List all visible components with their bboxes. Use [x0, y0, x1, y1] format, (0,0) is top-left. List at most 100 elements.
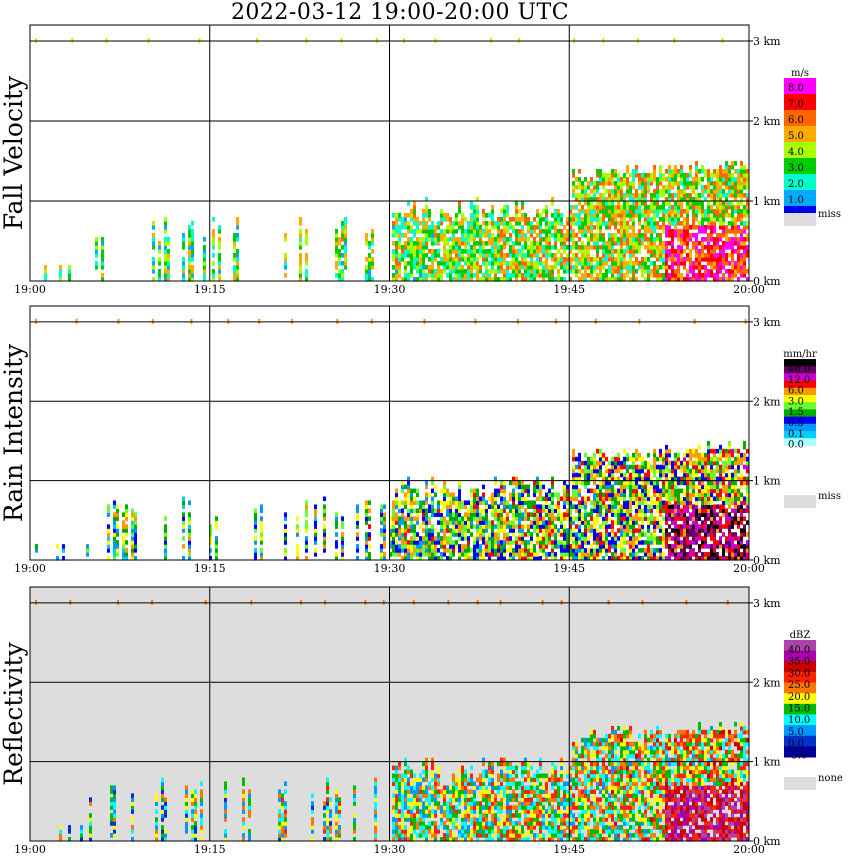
colorbar-label: 1.5 [788, 407, 804, 418]
colorbar-swatch [784, 640, 816, 652]
colorbar-label: 8.0 [788, 83, 804, 94]
colorbar-swatch [784, 682, 816, 694]
colorbar-swatch [784, 373, 816, 382]
x-tick-label: 19:45 [553, 562, 585, 575]
colorbar-label: 5.0 [788, 727, 804, 738]
colorbar-swatch [784, 423, 816, 432]
colorbar-label: 40.0 [788, 645, 810, 656]
colorbar-swatch [784, 725, 816, 737]
y-axis-label: Reflectivity [0, 641, 28, 785]
colorbar-label: 6.0 [788, 386, 804, 397]
x-tick-label: 19:30 [374, 562, 406, 575]
colorbar-label: 0.0 [788, 739, 804, 750]
colorbar-label: 2.0 [788, 179, 804, 190]
colorbar-label: -5.0 [788, 750, 807, 761]
x-tick-label: 19:00 [14, 843, 46, 856]
colorbar-label: 0.5 [788, 418, 804, 429]
colorbar-label: 5.0 [788, 131, 804, 142]
y-tick-label: 2 km [753, 676, 781, 689]
colorbar-swatch [784, 142, 816, 159]
colorbar-swatch [784, 735, 816, 747]
y-tick-label: 3 km [753, 316, 781, 329]
y-tick-label: 0 km [753, 275, 781, 288]
y-axis-label: Rain Intensity [0, 343, 28, 522]
colorbar-swatch [784, 174, 816, 191]
colorbar-swatch [784, 661, 816, 673]
echo-field [35, 38, 749, 282]
colorbar-swatch [784, 438, 816, 446]
colorbar-label: 3.0 [788, 396, 804, 407]
colorbar-swatch [784, 395, 816, 403]
colorbar-swatch [784, 380, 816, 389]
colorbar-swatch [784, 359, 816, 367]
y-tick-label: 1 km [753, 195, 781, 208]
colorbar-unit: dBZ [790, 630, 811, 641]
colorbar-label: 6.0 [788, 115, 804, 126]
colorbar-swatch [784, 78, 816, 95]
x-tick-label: 19:00 [14, 283, 46, 296]
x-tick-label: 19:00 [14, 562, 46, 575]
colorbar-label: 3.0 [788, 163, 804, 174]
x-tick-label: 19:15 [194, 283, 226, 296]
y-tick-label: 1 km [753, 756, 781, 769]
x-tick-label: 19:30 [374, 283, 406, 296]
colorbar-missing-swatch [784, 495, 816, 508]
y-tick-label: 0 km [753, 835, 781, 848]
y-tick-label: 2 km [753, 395, 781, 408]
colorbar-swatch [784, 126, 816, 143]
colorbar-swatch [784, 714, 816, 726]
colorbar-label: 15.0 [788, 704, 810, 715]
colorbar-swatch [784, 94, 816, 111]
panel-border [29, 305, 750, 561]
colorbar-missing-label: miss [818, 209, 841, 220]
colorbar-unit: mm/hr [783, 349, 817, 360]
colorbar-swatch [784, 110, 816, 127]
x-tick-label: 20:00 [733, 562, 765, 575]
y-tick-label: 3 km [753, 597, 781, 610]
x-tick-label: 19:15 [194, 843, 226, 856]
colorbar-swatch [784, 693, 816, 705]
chart-title: 2022-03-12 19:00-20:00 UTC [230, 0, 570, 25]
colorbar-swatch [784, 416, 816, 425]
colorbar-swatch [784, 703, 816, 715]
colorbar-swatch [784, 671, 816, 684]
y-tick-label: 1 km [753, 475, 781, 488]
colorbar-missing-swatch [784, 777, 816, 790]
colorbar-missing-swatch [784, 213, 816, 226]
colorbar-swatch [784, 431, 816, 439]
x-tick-label: 20:00 [733, 283, 765, 296]
colorbar-label: 1.0 [788, 195, 804, 206]
colorbar-missing-label: miss [818, 491, 841, 502]
y-tick-label: 0 km [753, 554, 781, 567]
colorbar-swatch [784, 190, 816, 207]
y-tick-label: 2 km [753, 115, 781, 128]
y-axis-label: Fall Velocity [0, 75, 28, 230]
echo-field [35, 318, 749, 561]
colorbar-label: 20.0 [788, 692, 810, 703]
colorbar-label: 4.0 [788, 147, 804, 158]
colorbar-label: 0.0 [788, 440, 804, 451]
colorbar-swatch [784, 746, 816, 758]
x-tick-label: 19:45 [553, 283, 585, 296]
panel-border [29, 24, 750, 282]
panel-border [29, 586, 750, 842]
colorbar-label: 0.1 [788, 429, 804, 440]
x-tick-label: 19:30 [374, 843, 406, 856]
colorbar-label: 10.0 [788, 715, 810, 726]
colorbar-swatch [784, 158, 816, 175]
colorbar-unit: m/s [791, 68, 809, 79]
colorbar-label: 48.0 [788, 364, 810, 375]
echo-field [35, 599, 749, 842]
colorbar-swatch [784, 402, 816, 410]
x-tick-label: 20:00 [733, 843, 765, 856]
colorbar-label: 7.0 [788, 99, 804, 110]
x-tick-label: 19:15 [194, 562, 226, 575]
colorbar-label: 25.0 [788, 680, 810, 691]
x-tick-label: 19:45 [553, 843, 585, 856]
colorbar-label: 30.0 [788, 668, 810, 679]
colorbar-swatch [784, 366, 816, 374]
colorbar-swatch [784, 387, 816, 396]
colorbar-swatch [784, 409, 816, 418]
y-tick-label: 3 km [753, 35, 781, 48]
